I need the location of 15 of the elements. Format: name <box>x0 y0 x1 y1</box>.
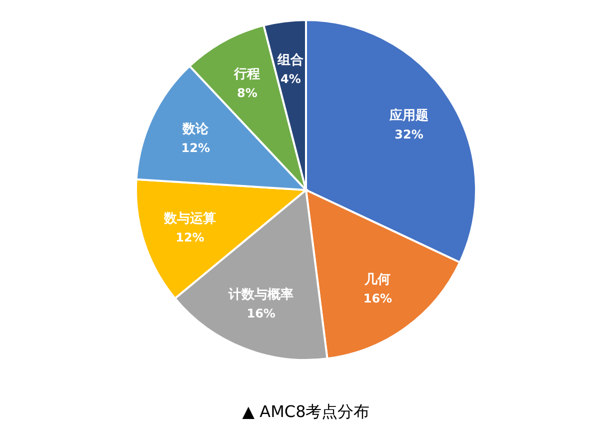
data-label: 4% <box>280 72 301 86</box>
slice-label: 行程 <box>233 67 260 82</box>
data-label: 16% <box>363 292 392 306</box>
data-label: 8% <box>237 86 258 100</box>
data-label: 12% <box>181 141 210 156</box>
slice-label: 应用题 <box>388 108 429 124</box>
data-label: 16% <box>246 306 276 320</box>
text: ▲ AMC8考点分布 <box>242 402 370 421</box>
slice-label: 组合 <box>276 52 304 68</box>
slice-label: 数与运算 <box>162 210 216 227</box>
data-label: 32% <box>394 128 424 142</box>
data-label: 12% <box>176 230 204 245</box>
slice-label: 几何 <box>364 272 391 288</box>
slice-label: 计数与概率 <box>228 286 294 302</box>
slice-label: 数论 <box>182 122 210 138</box>
